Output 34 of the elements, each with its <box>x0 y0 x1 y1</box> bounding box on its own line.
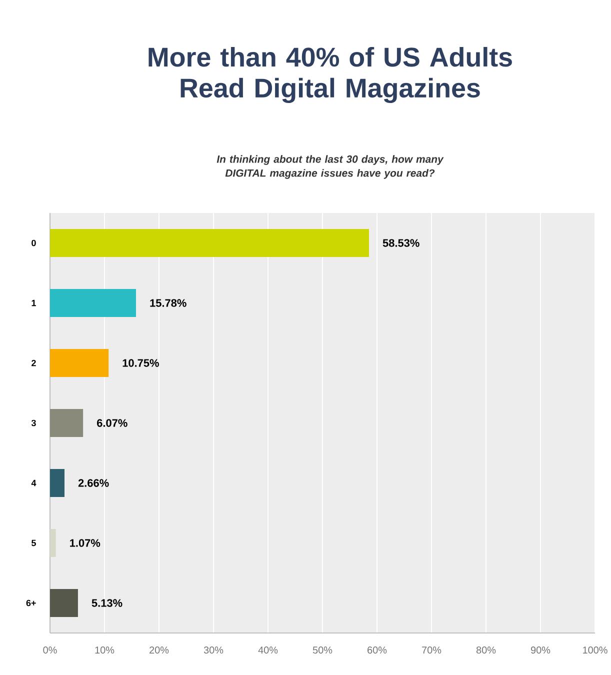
x-tick-label: 70% <box>422 646 442 654</box>
x-tick-label: 90% <box>530 646 550 654</box>
bar <box>50 228 369 257</box>
x-tick-label: 0% <box>43 646 57 654</box>
y-tick-label: 5 <box>31 540 36 546</box>
x-tick-label: 80% <box>476 646 496 654</box>
x-tick-label: 30% <box>204 646 224 654</box>
y-tick-label: 3 <box>31 420 36 426</box>
bar <box>50 348 109 377</box>
y-tick-label: 4 <box>31 480 36 486</box>
x-tick-label: 50% <box>312 646 332 654</box>
x-tick-label: 10% <box>95 646 114 654</box>
bar <box>50 589 78 617</box>
y-tick-label: 6+ <box>26 600 36 606</box>
data-label: 10.75% <box>122 359 159 367</box>
data-label: 15.78% <box>150 299 186 307</box>
data-label: 6.07% <box>96 419 128 427</box>
data-label: 5.13% <box>92 599 122 607</box>
x-tick-label: 20% <box>150 646 169 654</box>
chart-subtitle: In thinking about the last 30 days, how many DIGITAL magazine issues have you read? <box>216 155 444 179</box>
data-label: 58.53% <box>382 239 420 247</box>
x-tick-label: 100% <box>583 646 608 654</box>
data-label: 2.66% <box>78 479 109 487</box>
y-tick-label: 0 <box>32 240 36 246</box>
bar <box>50 469 64 497</box>
y-tick-label: 1 <box>32 300 36 306</box>
bar <box>50 529 56 557</box>
bar <box>50 288 136 317</box>
chart-title: More than 40% of US Adults Read Digital Magazines <box>148 46 512 104</box>
x-tick-label: 60% <box>368 646 387 654</box>
data-label: 1.07% <box>70 539 100 547</box>
bar <box>50 408 84 437</box>
y-tick-label: 2 <box>32 360 36 366</box>
x-tick-label: 40% <box>258 646 278 654</box>
